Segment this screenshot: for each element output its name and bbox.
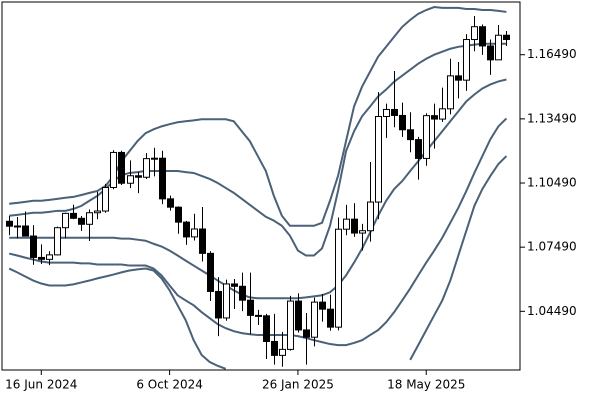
- candle-body: [46, 254, 53, 260]
- candle-body: [6, 220, 13, 227]
- y-tick-label: 1.10490: [527, 176, 577, 190]
- candle-body: [183, 221, 190, 238]
- candle-body: [335, 228, 342, 328]
- x-tick-label: 16 Jun 2024: [5, 378, 77, 392]
- candle-body: [407, 129, 414, 141]
- candle-body: [343, 218, 350, 230]
- candle-body: [191, 228, 198, 238]
- candle-body: [503, 34, 510, 41]
- candle-body: [215, 290, 222, 319]
- candle-body: [207, 252, 214, 292]
- candle-body: [102, 187, 109, 212]
- candle-body: [447, 75, 454, 110]
- candle-body: [431, 115, 438, 120]
- candle-body: [367, 201, 374, 232]
- candle-body: [223, 283, 230, 319]
- candle-body: [38, 256, 45, 260]
- x-tick-label: 18 May 2025: [387, 378, 465, 392]
- candle-body: [30, 235, 37, 258]
- y-tick-label: 1.16490: [527, 47, 577, 61]
- candle-body: [327, 308, 334, 328]
- x-tick-label: 6 Oct 2024: [136, 378, 203, 392]
- candle-body: [62, 212, 69, 229]
- band-line: [9, 6, 507, 227]
- candle-body: [471, 26, 478, 41]
- candles: [6, 16, 510, 367]
- candle-body: [110, 151, 117, 189]
- y-tick-label: 1.13490: [527, 111, 577, 125]
- candle-body: [279, 348, 286, 356]
- candle-body: [199, 228, 206, 254]
- candle-body: [455, 75, 462, 81]
- candle-body: [423, 115, 430, 159]
- candle-body: [14, 225, 21, 228]
- candle-body: [463, 39, 470, 81]
- candle-body: [383, 108, 390, 118]
- candle-body: [94, 210, 101, 214]
- candle-body: [303, 329, 310, 338]
- candle-body: [495, 34, 502, 61]
- candle-body: [22, 225, 29, 237]
- candle-body: [287, 300, 294, 350]
- candle-body: [151, 157, 158, 160]
- candle-body: [70, 212, 77, 219]
- candle-body: [247, 299, 254, 316]
- candle-body: [54, 227, 61, 256]
- candle-body: [271, 340, 278, 356]
- y-tick-label: 1.04490: [527, 304, 577, 318]
- x-tick-label: 26 Jan 2025: [262, 378, 334, 392]
- band-line: [9, 42, 507, 257]
- y-tick-label: 1.07490: [527, 240, 577, 254]
- band-line: [8, 117, 508, 347]
- candle-body: [439, 108, 446, 120]
- axes: 1.04490 1.07490 1.10490 1.13490 1.16490 16 Ju…: [5, 47, 576, 391]
- candle-body: [263, 315, 270, 342]
- candle-body: [415, 139, 422, 159]
- candle-body: [118, 151, 125, 184]
- candle-body: [135, 175, 142, 178]
- candle-body: [239, 285, 246, 301]
- candle-body: [167, 198, 174, 208]
- band-line: [8, 155, 508, 370]
- candle-body: [311, 301, 318, 338]
- candle-body: [86, 212, 93, 225]
- candle-body: [78, 217, 85, 225]
- candle-body: [359, 230, 366, 234]
- candle-body: [391, 108, 398, 116]
- candle-body: [295, 300, 302, 331]
- candle-body: [351, 218, 358, 234]
- candle-body: [231, 283, 238, 287]
- candle-body: [399, 114, 406, 131]
- candle-body: [175, 206, 182, 223]
- candle-body: [127, 175, 134, 184]
- candle-body: [487, 45, 494, 61]
- candle-body: [479, 26, 486, 47]
- candle-body: [255, 314, 262, 317]
- candle-body: [319, 301, 326, 310]
- bands: [8, 6, 508, 370]
- plot-frame: [1, 1, 521, 371]
- candle-body: [143, 158, 150, 178]
- candle-body: [375, 116, 382, 203]
- candle-body: [159, 157, 166, 200]
